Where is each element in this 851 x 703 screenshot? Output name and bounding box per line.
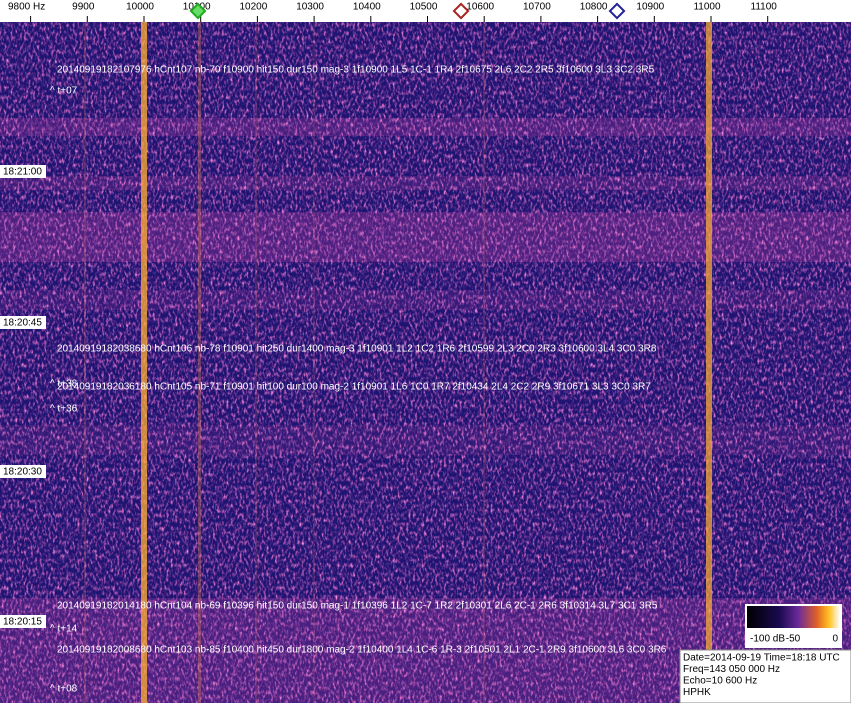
time-label: 18:20:15	[3, 617, 42, 628]
tick-label: 10800	[580, 2, 608, 13]
detection-text: 20140919182107976 hCnt107 nb-70 f10900 h…	[57, 65, 655, 76]
detection-offset: ^ t+07	[50, 86, 78, 97]
frequency-axis: 9800 Hz990010000101001020010300104001050…	[8, 2, 777, 22]
markers	[189, 2, 626, 20]
tick-label: 9800 Hz	[8, 2, 45, 13]
tick-label: 9900	[72, 2, 95, 13]
tick-label: 10700	[523, 2, 551, 13]
axis-bar	[0, 0, 851, 22]
tick-label: 10200	[239, 2, 267, 13]
tick-label: 10300	[296, 2, 324, 13]
time-label: 18:20:45	[3, 318, 42, 329]
time-label: 18:20:30	[3, 467, 42, 478]
detection-offset: ^ t+36	[50, 404, 78, 415]
detection-text: 20140919182008680 hCnt103 nb-85 f10400 h…	[57, 645, 667, 656]
info-line: Freq=143 050 000 Hz	[683, 664, 780, 675]
tick-label: 10600	[466, 2, 494, 13]
info-line: Date=2014-09-19 Time=18:18 UTC	[683, 653, 840, 664]
detection-offset: ^ t+08	[50, 684, 78, 695]
colorbar-labels: -100 dB -50 0	[750, 634, 838, 645]
detection-text: 20140919182014180 hCnt104 nb-69 f10396 h…	[57, 601, 658, 612]
tick-label: 11100	[751, 2, 778, 13]
info-box	[679, 649, 851, 703]
info-line: Echo=10 600 Hz	[683, 676, 757, 687]
tick-label: 10900	[636, 2, 664, 13]
detections: ^ t+07 20140919182107976 hCnt107 nb-70 f1…	[50, 65, 667, 695]
colorbar-label: -100 dB	[750, 634, 785, 645]
tick-label: 10000	[126, 2, 154, 13]
colorbar-label: -50	[786, 634, 801, 645]
time-label: 18:21:00	[3, 167, 42, 178]
time-label-bg	[0, 165, 46, 178]
detection-text: 20140919182036180 hCnt105 nb-71 f10901 h…	[57, 382, 651, 393]
time-label-bg	[0, 316, 46, 329]
detection-offset: ^ t+38	[50, 379, 78, 390]
tick-label: 10500	[410, 2, 438, 13]
time-label-bg	[0, 615, 46, 628]
colorbar	[747, 606, 840, 628]
time-label-bg	[0, 465, 46, 478]
colorbar-label: 0	[832, 634, 838, 645]
time-labels: 18:21:00 18:20:45 18:20:30 18:20:15	[0, 165, 46, 628]
carrier-lines	[84, 22, 712, 703]
tick-label: 11000	[693, 2, 721, 13]
info-line: HPHK	[683, 687, 711, 698]
detection-text: 20140919182038680 hCnt106 nb-78 f10901 h…	[57, 344, 657, 355]
tick-label: 10400	[353, 2, 381, 13]
detection-offset: ^ t+14	[50, 624, 78, 635]
